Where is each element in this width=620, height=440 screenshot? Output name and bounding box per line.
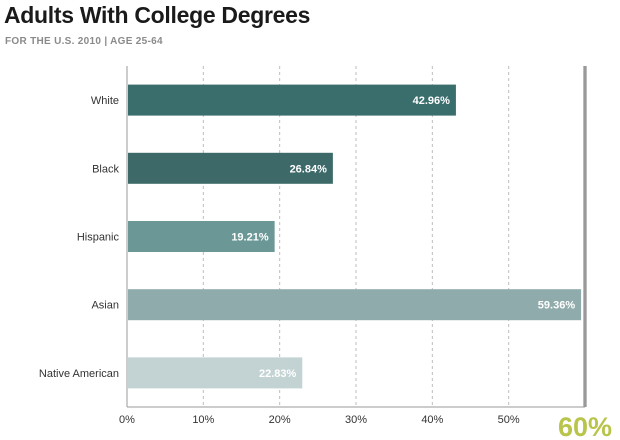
category-label: White [91, 95, 119, 107]
x-tick-label: 20% [269, 414, 291, 426]
category-label: Black [92, 163, 119, 175]
bar [128, 289, 582, 321]
value-label: 19.21% [231, 232, 269, 244]
value-label: 59.36% [538, 300, 576, 312]
value-label: 42.96% [413, 95, 451, 107]
bar [128, 221, 275, 252]
target-value-label: 60% [558, 412, 612, 440]
bar [128, 84, 456, 116]
category-label: Hispanic [77, 232, 120, 244]
x-tick-label: 30% [345, 414, 367, 426]
category-label: Asian [91, 300, 119, 312]
bar [128, 152, 333, 184]
x-tick-label: 40% [421, 414, 443, 426]
x-tick-label: 10% [192, 414, 214, 426]
bars [128, 84, 582, 389]
category-labels: White Black Hispanic Asian Native American [39, 95, 120, 380]
value-label: 22.83% [259, 368, 297, 380]
x-tick-label: 0% [119, 414, 135, 426]
value-labels: 42.96% 26.84% 19.21% 59.36% 22.83% [231, 95, 575, 380]
bar [128, 357, 303, 389]
x-axis: 0% 10% 20% 30% 40% 50% 60% [119, 66, 612, 440]
page-subtitle: FOR THE U.S. 2010 | AGE 25-64 [5, 36, 163, 47]
value-label: 26.84% [290, 163, 328, 175]
category-label: Native American [39, 368, 119, 380]
x-tick-label: 50% [498, 414, 520, 426]
page-title: Adults With College Degrees [4, 2, 311, 28]
